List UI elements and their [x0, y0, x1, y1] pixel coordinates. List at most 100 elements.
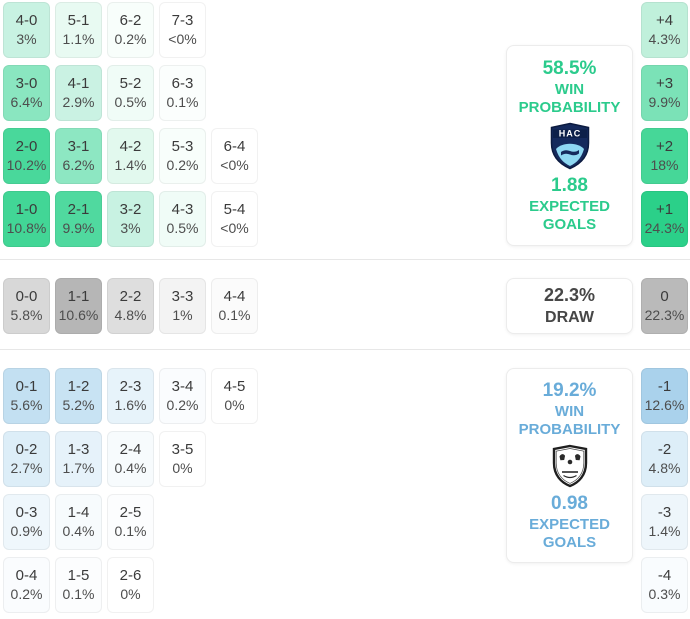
score-row: 0-4 0.2% 1-5 0.1% 2-6 0% [3, 557, 258, 613]
win-label-line1: WIN [554, 81, 585, 98]
cell-diff--2: -2 4.8% [641, 431, 688, 487]
expected-goals-label-line2: GOALS [542, 534, 597, 551]
cell-score: 1-1 [67, 288, 90, 305]
cell-0-0: 0-0 5.8% [3, 278, 50, 334]
draw-margin-column: 0 22.3% [641, 278, 688, 334]
cell-score: 3-5 [171, 441, 194, 458]
cell-2-6: 2-6 0% [107, 557, 154, 613]
cell-probability: 5.8% [10, 307, 43, 323]
cell-5-4: 5-4 <0% [211, 191, 258, 247]
cell-probability: 2.7% [10, 460, 43, 476]
cell-score: 2-6 [119, 567, 142, 584]
cell-probability: 0% [224, 397, 245, 413]
cell-probability: 0.5% [166, 220, 199, 236]
cell-probability: 0.9% [10, 523, 43, 539]
away-expected-goals-value: 0.98 [551, 493, 588, 514]
cell-score: 2-2 [119, 288, 142, 305]
cell-4-1: 4-1 2.9% [55, 65, 102, 121]
draw-score-row: 0-0 5.8% 1-1 10.6% 2-2 4.8% 3-3 1% 4-4 0.1% [3, 278, 258, 334]
cell-probability: 4.8% [648, 460, 681, 476]
cell-score: 5-2 [119, 75, 142, 92]
cell-probability: 1.1% [62, 31, 95, 47]
cell-probability: 9.9% [648, 94, 681, 110]
cell-probability: 0.4% [62, 523, 95, 539]
cell-score: 1-0 [15, 201, 38, 218]
cell-4-5: 4-5 0% [211, 368, 258, 424]
expected-goals-label-line1: EXPECTED [529, 516, 610, 533]
cell-probability: 10.8% [6, 220, 47, 236]
cell-0-2: 0-2 2.7% [3, 431, 50, 487]
cell-score: 2-0 [15, 138, 38, 155]
cell-score: 1-3 [67, 441, 90, 458]
cell-probability: 9.9% [62, 220, 95, 236]
cell-score: 1-2 [67, 378, 90, 395]
cell-diff--4: -4 0.3% [641, 557, 688, 613]
cell-2-4: 2-4 0.4% [107, 431, 154, 487]
win-label-line2: PROBABILITY [518, 99, 621, 116]
away-margin-column: -1 12.6% -2 4.8% -3 1.4% -4 0.3% [641, 368, 688, 613]
score-row: 0-2 2.7% 1-3 1.7% 2-4 0.4% 3-5 0% [3, 431, 258, 487]
cell-probability: 3% [16, 31, 37, 47]
cell-probability: 10.6% [58, 307, 99, 323]
cell-score: 5-1 [67, 12, 90, 29]
cell-score: 4-2 [119, 138, 142, 155]
cell-score: 1-5 [67, 567, 90, 584]
cell-diff-+4: +4 4.3% [641, 2, 688, 58]
cell-score: 3-2 [119, 201, 142, 218]
cell-probability: 24.3% [644, 220, 685, 236]
cell-probability: 1.4% [114, 157, 147, 173]
cell-probability: 5.6% [10, 397, 43, 413]
cell-probability: 0.1% [166, 94, 199, 110]
cell-goal-diff: +3 [655, 75, 674, 92]
cell-score: 6-2 [119, 12, 142, 29]
cell-probability: 1.4% [648, 523, 681, 539]
cell-4-0: 4-0 3% [3, 2, 50, 58]
home-score-grid: 4-0 3% 5-1 1.1% 6-2 0.2% 7-3 <0% 3-0 6.4% 4-1 2.9% 5… [3, 2, 258, 247]
section-divider [0, 259, 690, 260]
cell-6-3: 6-3 0.1% [159, 65, 206, 121]
cell-score: 3-0 [15, 75, 38, 92]
cell-7-3: 7-3 <0% [159, 2, 206, 58]
cell-probability: 0.2% [166, 157, 199, 173]
home-team-badge-icon: HAC [550, 122, 589, 170]
cell-probability: 2.9% [62, 94, 95, 110]
cell-goal-diff: -1 [657, 378, 672, 395]
cell-score: 0-4 [15, 567, 38, 584]
score-row: 0-3 0.9% 1-4 0.4% 2-5 0.1% [3, 494, 258, 550]
cell-3-2: 3-2 3% [107, 191, 154, 247]
cell-diff-+3: +3 9.9% [641, 65, 688, 121]
cell-score: 4-3 [171, 201, 194, 218]
cell-1-1: 1-1 10.6% [55, 278, 102, 334]
away-team-badge-icon [552, 444, 587, 488]
cell-5-1: 5-1 1.1% [55, 2, 102, 58]
cell-score: 0-2 [15, 441, 38, 458]
home-win-panel: 58.5% WIN PROBABILITY HAC 1.88 EXPECTED … [506, 45, 633, 246]
cell-diff--3: -3 1.4% [641, 494, 688, 550]
cell-3-1: 3-1 6.2% [55, 128, 102, 184]
cell-probability: <0% [220, 220, 249, 236]
cell-probability: 0.4% [114, 460, 147, 476]
cell-0-3: 0-3 0.9% [3, 494, 50, 550]
cell-3-5: 3-5 0% [159, 431, 206, 487]
cell-score: 5-4 [223, 201, 246, 218]
score-row: 0-0 5.8% 1-1 10.6% 2-2 4.8% 3-3 1% 4-4 0.1% [3, 278, 258, 334]
cell-3-0: 3-0 6.4% [3, 65, 50, 121]
cell-goal-diff: -2 [657, 441, 672, 458]
cell-probability: <0% [168, 31, 197, 47]
cell-4-4: 4-4 0.1% [211, 278, 258, 334]
cell-probability: 1.7% [62, 460, 95, 476]
cell-5-3: 5-3 0.2% [159, 128, 206, 184]
away-win-probability-value: 19.2% [542, 380, 597, 401]
cell-score: 0-1 [15, 378, 38, 395]
cell-goal-diff: +4 [655, 12, 674, 29]
cell-0-4: 0-4 0.2% [3, 557, 50, 613]
cell-score: 2-4 [119, 441, 142, 458]
cell-4-3: 4-3 0.5% [159, 191, 206, 247]
cell-probability: 0.3% [648, 586, 681, 602]
cell-3-4: 3-4 0.2% [159, 368, 206, 424]
cell-score: 4-5 [223, 378, 246, 395]
score-row: 1-0 10.8% 2-1 9.9% 3-2 3% 4-3 0.5% 5-4 <0% [3, 191, 258, 247]
win-label-line1: WIN [554, 403, 585, 420]
cell-probability: 0.5% [114, 94, 147, 110]
